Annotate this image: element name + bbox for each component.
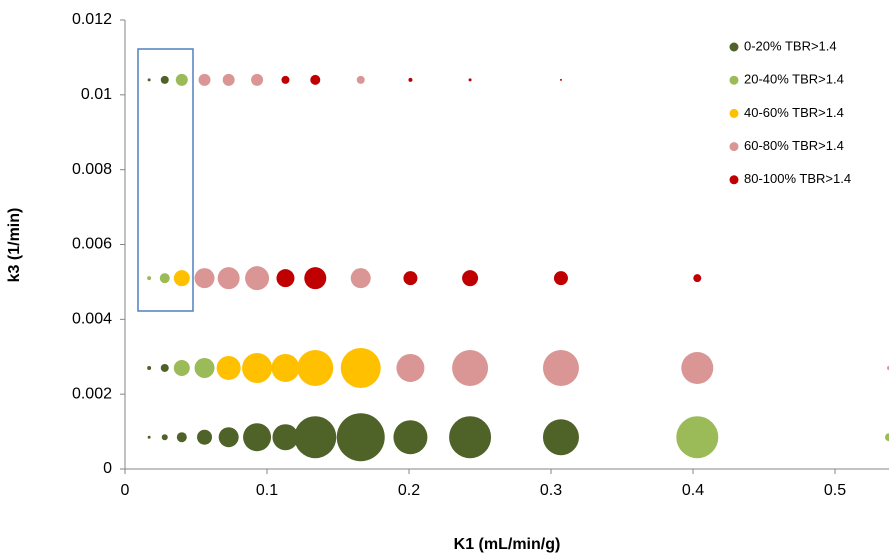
x-tick-label: 0.3	[540, 482, 562, 499]
bubble	[693, 274, 702, 283]
bubble	[294, 416, 337, 459]
bubble	[553, 271, 568, 286]
y-tick-label: 0.012	[72, 11, 112, 28]
bubble	[462, 270, 479, 287]
bubble	[243, 423, 272, 452]
bubble	[197, 429, 213, 445]
highlight-box	[137, 48, 194, 312]
bubble	[304, 267, 327, 290]
legend-label: 20-40% TBR>1.4	[744, 72, 844, 87]
x-tick-label: 0.1	[256, 482, 278, 499]
legend-label: 80-100% TBR>1.4	[744, 171, 851, 186]
bubble	[885, 433, 889, 442]
bubble	[147, 276, 152, 281]
x-tick-label: 0.4	[682, 482, 704, 499]
bubble	[147, 435, 151, 439]
bubble	[194, 357, 215, 378]
bubble	[393, 420, 428, 455]
bubble	[452, 349, 489, 386]
bubble	[175, 73, 188, 86]
bubble	[222, 73, 235, 86]
bubble	[676, 416, 719, 459]
bubble	[542, 419, 579, 456]
legend-label: 60-80% TBR>1.4	[744, 138, 844, 153]
bubble	[173, 270, 190, 287]
bubble	[218, 427, 239, 448]
bubble	[681, 351, 714, 384]
bubble	[396, 353, 425, 382]
legend-marker	[729, 108, 739, 118]
bubble	[176, 432, 187, 443]
bubble	[271, 353, 300, 382]
bubble	[242, 352, 273, 383]
legend-marker	[729, 142, 739, 152]
bubble	[194, 268, 215, 289]
y-tick-label: 0.008	[72, 161, 112, 178]
bubble	[160, 75, 169, 84]
legend-marker	[729, 75, 739, 85]
bubble	[276, 269, 295, 288]
legend-marker	[729, 42, 739, 52]
y-tick-label: 0.004	[72, 311, 112, 328]
x-axis-title: K1 (mL/min/g)	[454, 536, 561, 553]
bubble	[216, 355, 241, 380]
bubble	[159, 273, 170, 284]
bubble	[449, 416, 492, 459]
bubble	[559, 78, 562, 81]
legend-label: 40-60% TBR>1.4	[744, 105, 844, 120]
bubble	[468, 78, 472, 82]
y-tick-label: 0.006	[72, 236, 112, 253]
bubble	[245, 266, 270, 291]
bubble	[147, 78, 151, 82]
bubble	[198, 73, 211, 86]
y-tick-label: 0.01	[81, 86, 112, 103]
x-tick-label: 0	[121, 482, 130, 499]
bubble	[147, 365, 152, 370]
bubble	[403, 271, 418, 286]
bubble	[310, 74, 321, 85]
legend-marker	[729, 175, 739, 185]
y-tick-label: 0.002	[72, 385, 112, 402]
y-tick-label: 0	[103, 460, 112, 477]
bubble	[161, 434, 168, 441]
x-tick-label: 0.2	[398, 482, 420, 499]
bubble	[272, 424, 299, 451]
bubble	[251, 73, 264, 86]
bubble	[408, 77, 413, 82]
bubble	[297, 349, 334, 386]
y-axis-title: k3 (1/min)	[6, 208, 23, 283]
bubble	[160, 363, 169, 372]
bubble	[542, 349, 579, 386]
bubble	[350, 268, 371, 289]
bubble	[217, 267, 240, 290]
bubble	[281, 75, 290, 84]
bubble	[336, 413, 385, 462]
legend-label: 0-20% TBR>1.4	[744, 38, 837, 53]
bubble	[340, 347, 381, 388]
bubble	[356, 75, 365, 84]
x-tick-label: 0.5	[824, 482, 846, 499]
bubble	[173, 359, 190, 376]
